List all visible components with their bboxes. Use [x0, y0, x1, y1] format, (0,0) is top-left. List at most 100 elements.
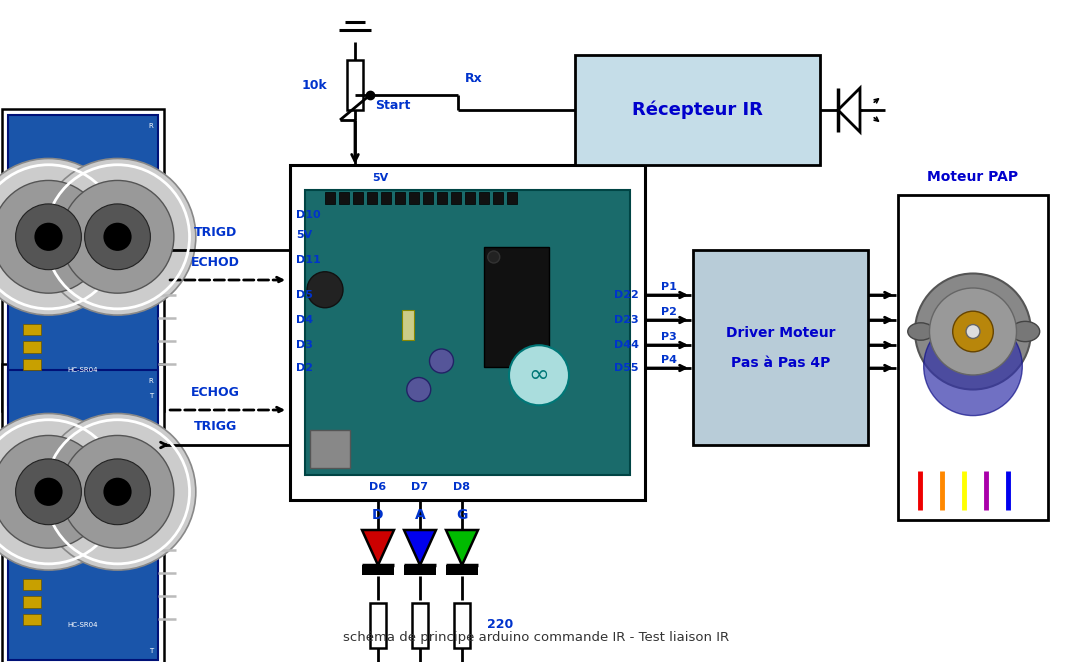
Bar — [465, 192, 475, 204]
Bar — [291, 165, 645, 500]
Bar — [23, 579, 41, 591]
Polygon shape — [446, 530, 478, 565]
Text: D2: D2 — [296, 363, 313, 373]
Polygon shape — [838, 88, 860, 132]
Text: Driver Moteur: Driver Moteur — [726, 326, 835, 340]
Polygon shape — [362, 530, 394, 565]
Circle shape — [0, 436, 105, 548]
Bar — [23, 596, 41, 608]
Circle shape — [85, 204, 150, 269]
Circle shape — [85, 459, 150, 525]
Bar — [306, 190, 630, 475]
Text: G: G — [457, 508, 467, 522]
Circle shape — [40, 158, 196, 315]
Circle shape — [40, 414, 196, 570]
Text: Start: Start — [375, 99, 411, 111]
Bar — [412, 603, 428, 648]
Text: D7: D7 — [412, 482, 429, 492]
Text: R: R — [148, 123, 153, 129]
Circle shape — [929, 288, 1016, 375]
Bar — [339, 192, 349, 204]
Bar — [410, 192, 419, 204]
Bar — [507, 192, 517, 204]
Text: ECHOD: ECHOD — [191, 256, 239, 269]
Circle shape — [61, 181, 174, 293]
Text: T: T — [149, 648, 153, 654]
Circle shape — [966, 324, 980, 338]
Text: ECHOG: ECHOG — [191, 385, 239, 399]
Bar — [455, 603, 470, 648]
Bar — [23, 324, 41, 336]
Circle shape — [488, 251, 500, 263]
Bar — [575, 55, 820, 165]
Bar — [8, 370, 158, 660]
Polygon shape — [404, 530, 436, 565]
Text: 5V: 5V — [372, 173, 388, 183]
Bar — [437, 192, 447, 204]
Circle shape — [0, 181, 105, 293]
Text: D3: D3 — [296, 340, 313, 350]
Bar — [2, 109, 164, 411]
Circle shape — [406, 377, 431, 401]
Text: P1: P1 — [661, 282, 676, 292]
Text: T: T — [149, 393, 153, 399]
Text: Moteur PAP: Moteur PAP — [927, 170, 1018, 184]
Circle shape — [16, 459, 81, 525]
Text: P4: P4 — [661, 355, 678, 365]
Bar — [2, 364, 164, 662]
Text: P2: P2 — [661, 307, 676, 317]
Circle shape — [307, 271, 343, 308]
Text: D10: D10 — [296, 210, 321, 220]
Text: 10k: 10k — [301, 79, 327, 91]
Text: HC-SR04: HC-SR04 — [68, 367, 99, 373]
Text: ∞: ∞ — [528, 363, 550, 387]
Text: HC-SR04: HC-SR04 — [68, 622, 99, 628]
Text: schéma de principe arduino commande IR - Test liaison IR: schéma de principe arduino commande IR -… — [343, 631, 729, 644]
Text: 220: 220 — [487, 618, 513, 632]
Text: D11: D11 — [296, 255, 321, 265]
Bar — [23, 359, 41, 370]
Text: P3: P3 — [661, 332, 676, 342]
Circle shape — [103, 222, 132, 251]
Text: Récepteur IR: Récepteur IR — [632, 101, 763, 119]
Bar — [898, 195, 1048, 520]
Bar — [347, 60, 363, 110]
Bar — [325, 192, 334, 204]
Ellipse shape — [908, 323, 934, 340]
Bar — [404, 565, 436, 575]
Bar — [483, 247, 549, 367]
Text: A: A — [415, 508, 426, 522]
Circle shape — [61, 436, 174, 548]
Circle shape — [509, 346, 569, 405]
Text: R: R — [148, 378, 153, 384]
Bar — [367, 192, 377, 204]
Circle shape — [430, 349, 453, 373]
Text: D44: D44 — [614, 340, 639, 350]
Bar — [493, 192, 503, 204]
Text: 5V: 5V — [296, 230, 312, 240]
Circle shape — [103, 478, 132, 506]
Circle shape — [16, 204, 81, 269]
Text: D6: D6 — [370, 482, 387, 492]
Circle shape — [34, 478, 62, 506]
Text: TRIGD: TRIGD — [193, 226, 237, 238]
Circle shape — [34, 222, 62, 251]
Circle shape — [0, 158, 126, 315]
Text: TRIGG: TRIGG — [193, 420, 237, 434]
Text: D5: D5 — [296, 290, 313, 300]
Text: D: D — [372, 508, 384, 522]
Bar — [451, 192, 461, 204]
Bar — [353, 192, 363, 204]
Circle shape — [953, 311, 994, 352]
Text: D8: D8 — [453, 482, 471, 492]
Bar — [8, 115, 158, 405]
Bar — [693, 250, 868, 445]
Circle shape — [915, 273, 1031, 389]
Circle shape — [924, 317, 1023, 416]
Bar — [362, 565, 394, 575]
Text: Rx: Rx — [465, 72, 482, 85]
Bar — [370, 603, 386, 648]
Bar — [446, 565, 478, 575]
Bar — [479, 192, 489, 204]
Bar — [23, 341, 41, 353]
